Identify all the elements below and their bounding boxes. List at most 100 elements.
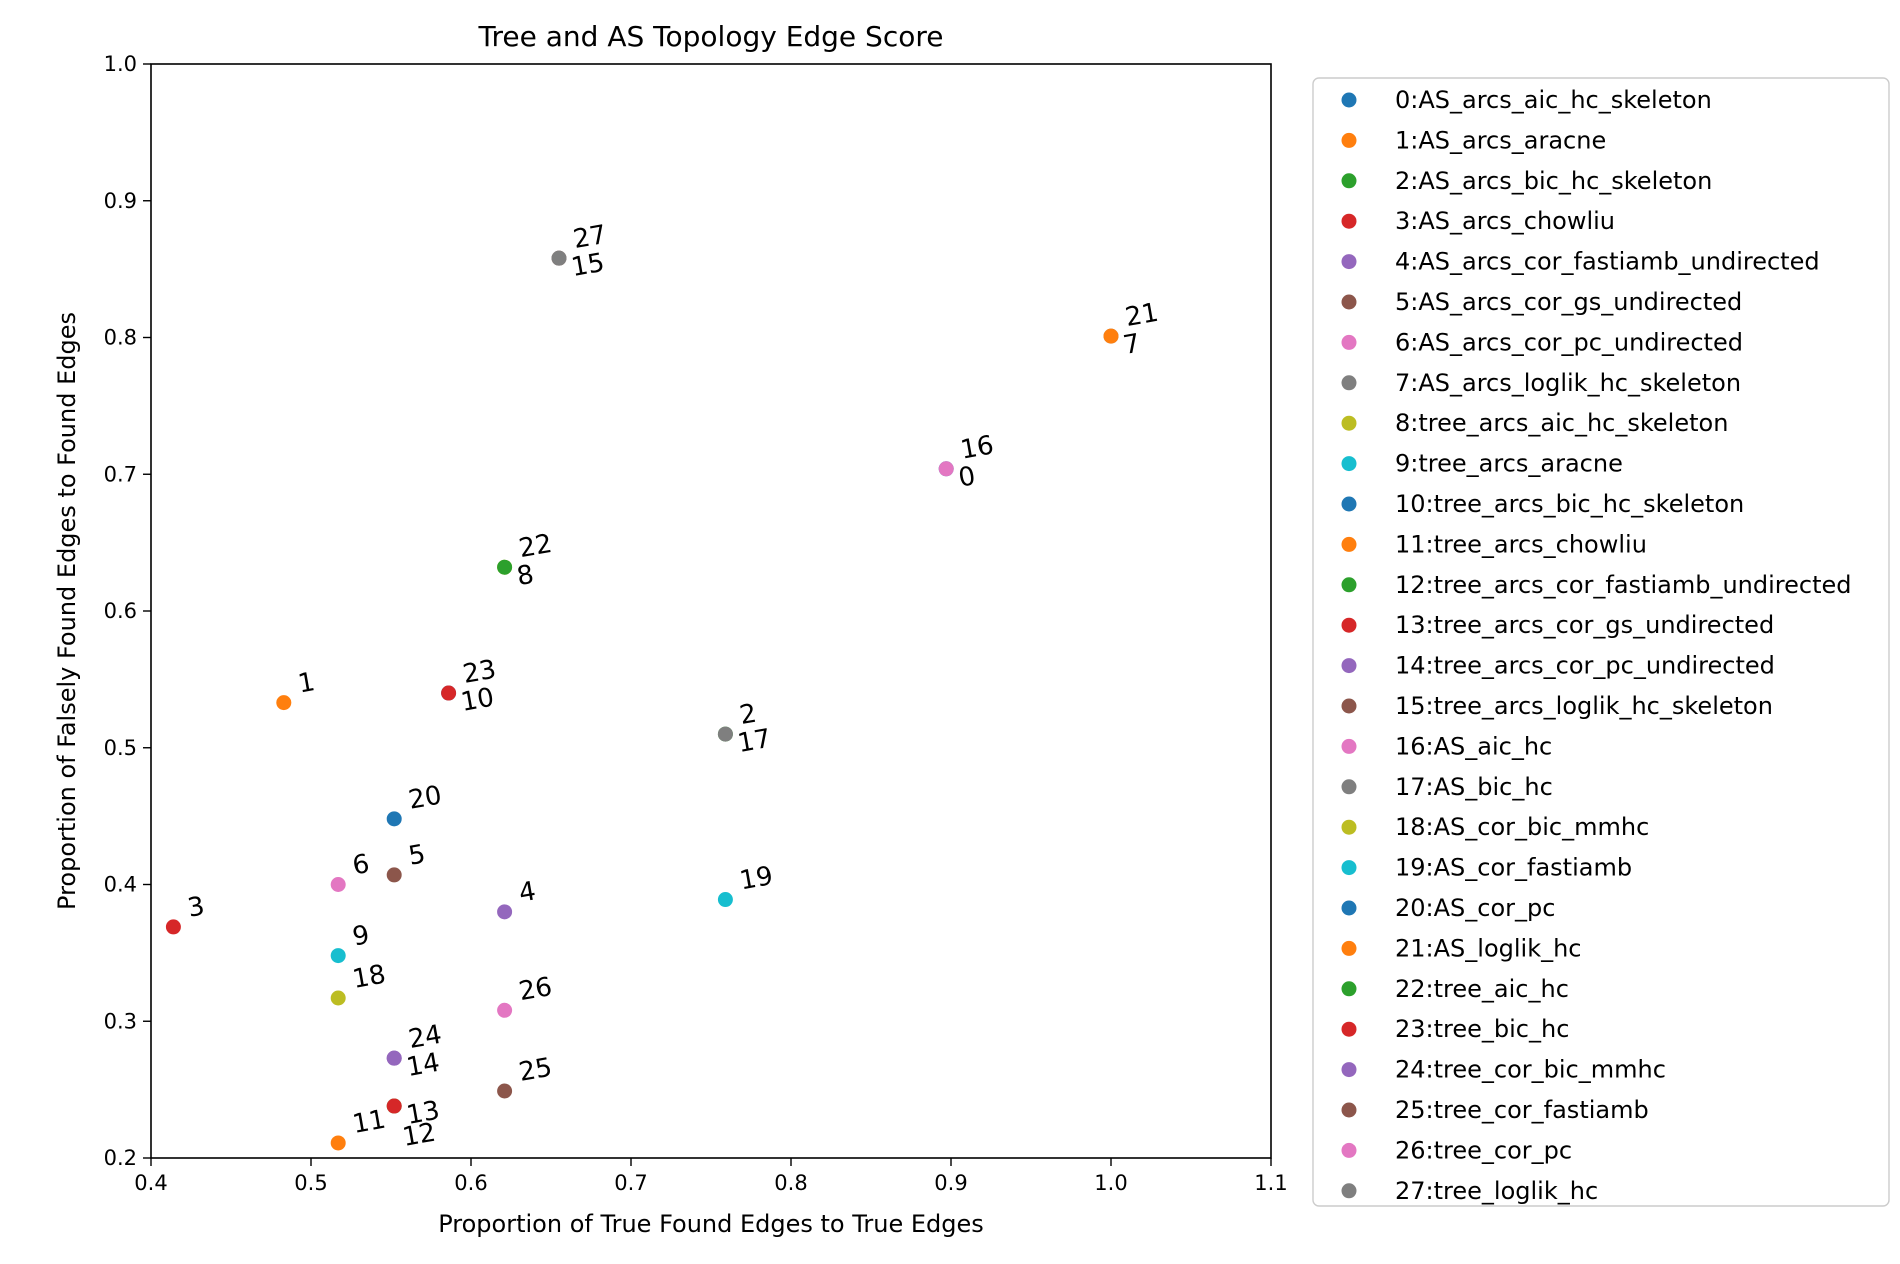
legend-label: 7:AS_arcs_loglik_hc_skeleton (1395, 369, 1741, 397)
legend-label: 6:AS_arcs_cor_pc_undirected (1395, 328, 1743, 356)
legend-marker (1341, 173, 1357, 189)
scatter-point-21 (1103, 328, 1119, 344)
point-annotation-21: 21 (1123, 298, 1161, 333)
legend-marker (1341, 577, 1357, 593)
point-annotation-26: 26 (517, 972, 555, 1007)
point-annotation-0: 0 (956, 461, 978, 493)
legend-entry: 13:tree_arcs_cor_gs_undirected (1341, 611, 1774, 639)
legend-marker (1341, 981, 1357, 997)
legend-label: 23:tree_bic_hc (1395, 1015, 1569, 1043)
legend-marker (1341, 738, 1357, 754)
y-tick-label: 0.9 (104, 189, 137, 213)
legend-label: 24:tree_cor_bic_mmhc (1395, 1056, 1666, 1084)
legend-marker (1341, 254, 1357, 270)
point-annotation-8: 8 (515, 560, 537, 592)
legend-label: 22:tree_aic_hc (1395, 975, 1569, 1003)
scatter-point-16 (938, 461, 954, 477)
legend-label: 1:AS_arcs_aracne (1395, 126, 1606, 154)
legend-label: 12:tree_arcs_cor_fastiamb_undirected (1395, 571, 1852, 599)
point-annotation-14: 14 (404, 1048, 442, 1083)
legend-entry: 27:tree_loglik_hc (1341, 1177, 1598, 1205)
point-annotation-12: 12 (400, 1118, 438, 1153)
x-tick-label: 0.4 (134, 1171, 167, 1195)
scatter-point-4 (497, 904, 513, 920)
scatter-point-20 (386, 811, 402, 827)
legend-label: 27:tree_loglik_hc (1395, 1177, 1598, 1205)
y-axis-label: Proportion of Falsely Found Edges to Fou… (53, 312, 81, 910)
legend-marker (1341, 1142, 1357, 1158)
point-annotation-3: 3 (185, 891, 207, 923)
x-tick-label: 0.7 (614, 1171, 647, 1195)
scatter-point-17 (717, 726, 733, 742)
legend-marker (1341, 900, 1357, 916)
legend-entry: 18:AS_cor_bic_mmhc (1341, 813, 1649, 841)
legend-marker (1341, 658, 1357, 674)
legend-entry: 16:AS_aic_hc (1341, 732, 1552, 760)
plot-area-frame (150, 63, 1272, 1159)
legend-entry: 25:tree_cor_fastiamb (1341, 1096, 1649, 1124)
legend-entry: 20:AS_cor_pc (1341, 894, 1555, 922)
y-tick-label: 0.3 (104, 1009, 137, 1033)
legend-entry: 12:tree_arcs_cor_fastiamb_undirected (1341, 571, 1852, 599)
scatter-point-1 (276, 695, 292, 711)
legend-label: 11:tree_arcs_chowliu (1395, 530, 1647, 558)
legend-marker (1341, 940, 1357, 956)
legend-label: 0:AS_arcs_aic_hc_skeleton (1395, 86, 1712, 114)
legend-marker (1341, 536, 1357, 552)
point-annotation-16: 16 (958, 430, 996, 465)
scatter-point-11 (330, 1135, 346, 1151)
scatter-points (165, 250, 1119, 1151)
x-tick-label: 1.1 (1254, 1171, 1287, 1195)
point-annotation-1: 1 (296, 667, 318, 699)
legend-label: 20:AS_cor_pc (1395, 894, 1555, 922)
legend-entry: 24:tree_cor_bic_mmhc (1341, 1056, 1666, 1084)
legend-marker (1341, 698, 1357, 714)
point-annotation-2: 2 (737, 699, 759, 731)
legend-marker (1341, 1021, 1357, 1037)
legend-marker (1341, 860, 1357, 876)
legend-entry: 19:AS_cor_fastiamb (1341, 854, 1632, 882)
point-annotation-22: 22 (517, 529, 555, 564)
y-tick-label: 0.5 (104, 736, 137, 760)
legend-entry: 23:tree_bic_hc (1341, 1015, 1569, 1043)
legend-entry: 2:AS_arcs_bic_hc_skeleton (1341, 167, 1712, 195)
legend-label: 17:AS_bic_hc (1395, 773, 1553, 801)
legend-marker (1341, 132, 1357, 148)
legend-label: 5:AS_arcs_cor_gs_undirected (1395, 288, 1742, 316)
legend-label: 25:tree_cor_fastiamb (1395, 1096, 1649, 1124)
legend-entry: 17:AS_bic_hc (1341, 773, 1553, 801)
point-annotation-20: 20 (406, 780, 444, 815)
point-annotation-25: 25 (517, 1053, 555, 1088)
legend-entry: 11:tree_arcs_chowliu (1341, 530, 1647, 558)
scatter-point-5 (386, 867, 402, 883)
x-axis-label: Proportion of True Found Edges to True E… (438, 1210, 984, 1238)
legend-label: 10:tree_arcs_bic_hc_skeleton (1395, 490, 1744, 518)
scatter-point-25 (497, 1083, 513, 1099)
y-tick-label: 0.4 (104, 873, 137, 897)
legend-marker (1341, 819, 1357, 835)
scatter-point-13 (386, 1098, 402, 1114)
y-tick-label: 1.0 (104, 52, 137, 76)
point-annotation-13: 13 (404, 1096, 442, 1131)
scatter-point-18 (330, 990, 346, 1006)
legend-entry: 4:AS_arcs_cor_fastiamb_undirected (1341, 248, 1820, 276)
legend-marker (1341, 1183, 1357, 1199)
scatter-point-26 (497, 1002, 513, 1018)
scatter-point-22 (497, 559, 513, 575)
legend-entry: 15:tree_arcs_loglik_hc_skeleton (1341, 692, 1773, 720)
scatter-point-3 (165, 919, 181, 935)
x-tick-label: 0.9 (934, 1171, 967, 1195)
point-annotation-27: 27 (571, 220, 609, 255)
scatter-point-27 (551, 250, 567, 266)
y-tick-label: 0.7 (104, 462, 137, 486)
legend-label: 19:AS_cor_fastiamb (1395, 854, 1632, 882)
legend: 0:AS_arcs_aic_hc_skeleton 1:AS_arcs_aracn… (1312, 77, 1890, 1207)
legend-entry: 9:tree_arcs_aracne (1341, 450, 1623, 478)
legend-label: 18:AS_cor_bic_mmhc (1395, 813, 1649, 841)
legend-entry: 5:AS_arcs_cor_gs_undirected (1341, 288, 1742, 316)
point-annotation-17: 17 (735, 724, 773, 759)
legend-marker (1341, 375, 1357, 391)
scatter-point-19 (717, 892, 733, 908)
